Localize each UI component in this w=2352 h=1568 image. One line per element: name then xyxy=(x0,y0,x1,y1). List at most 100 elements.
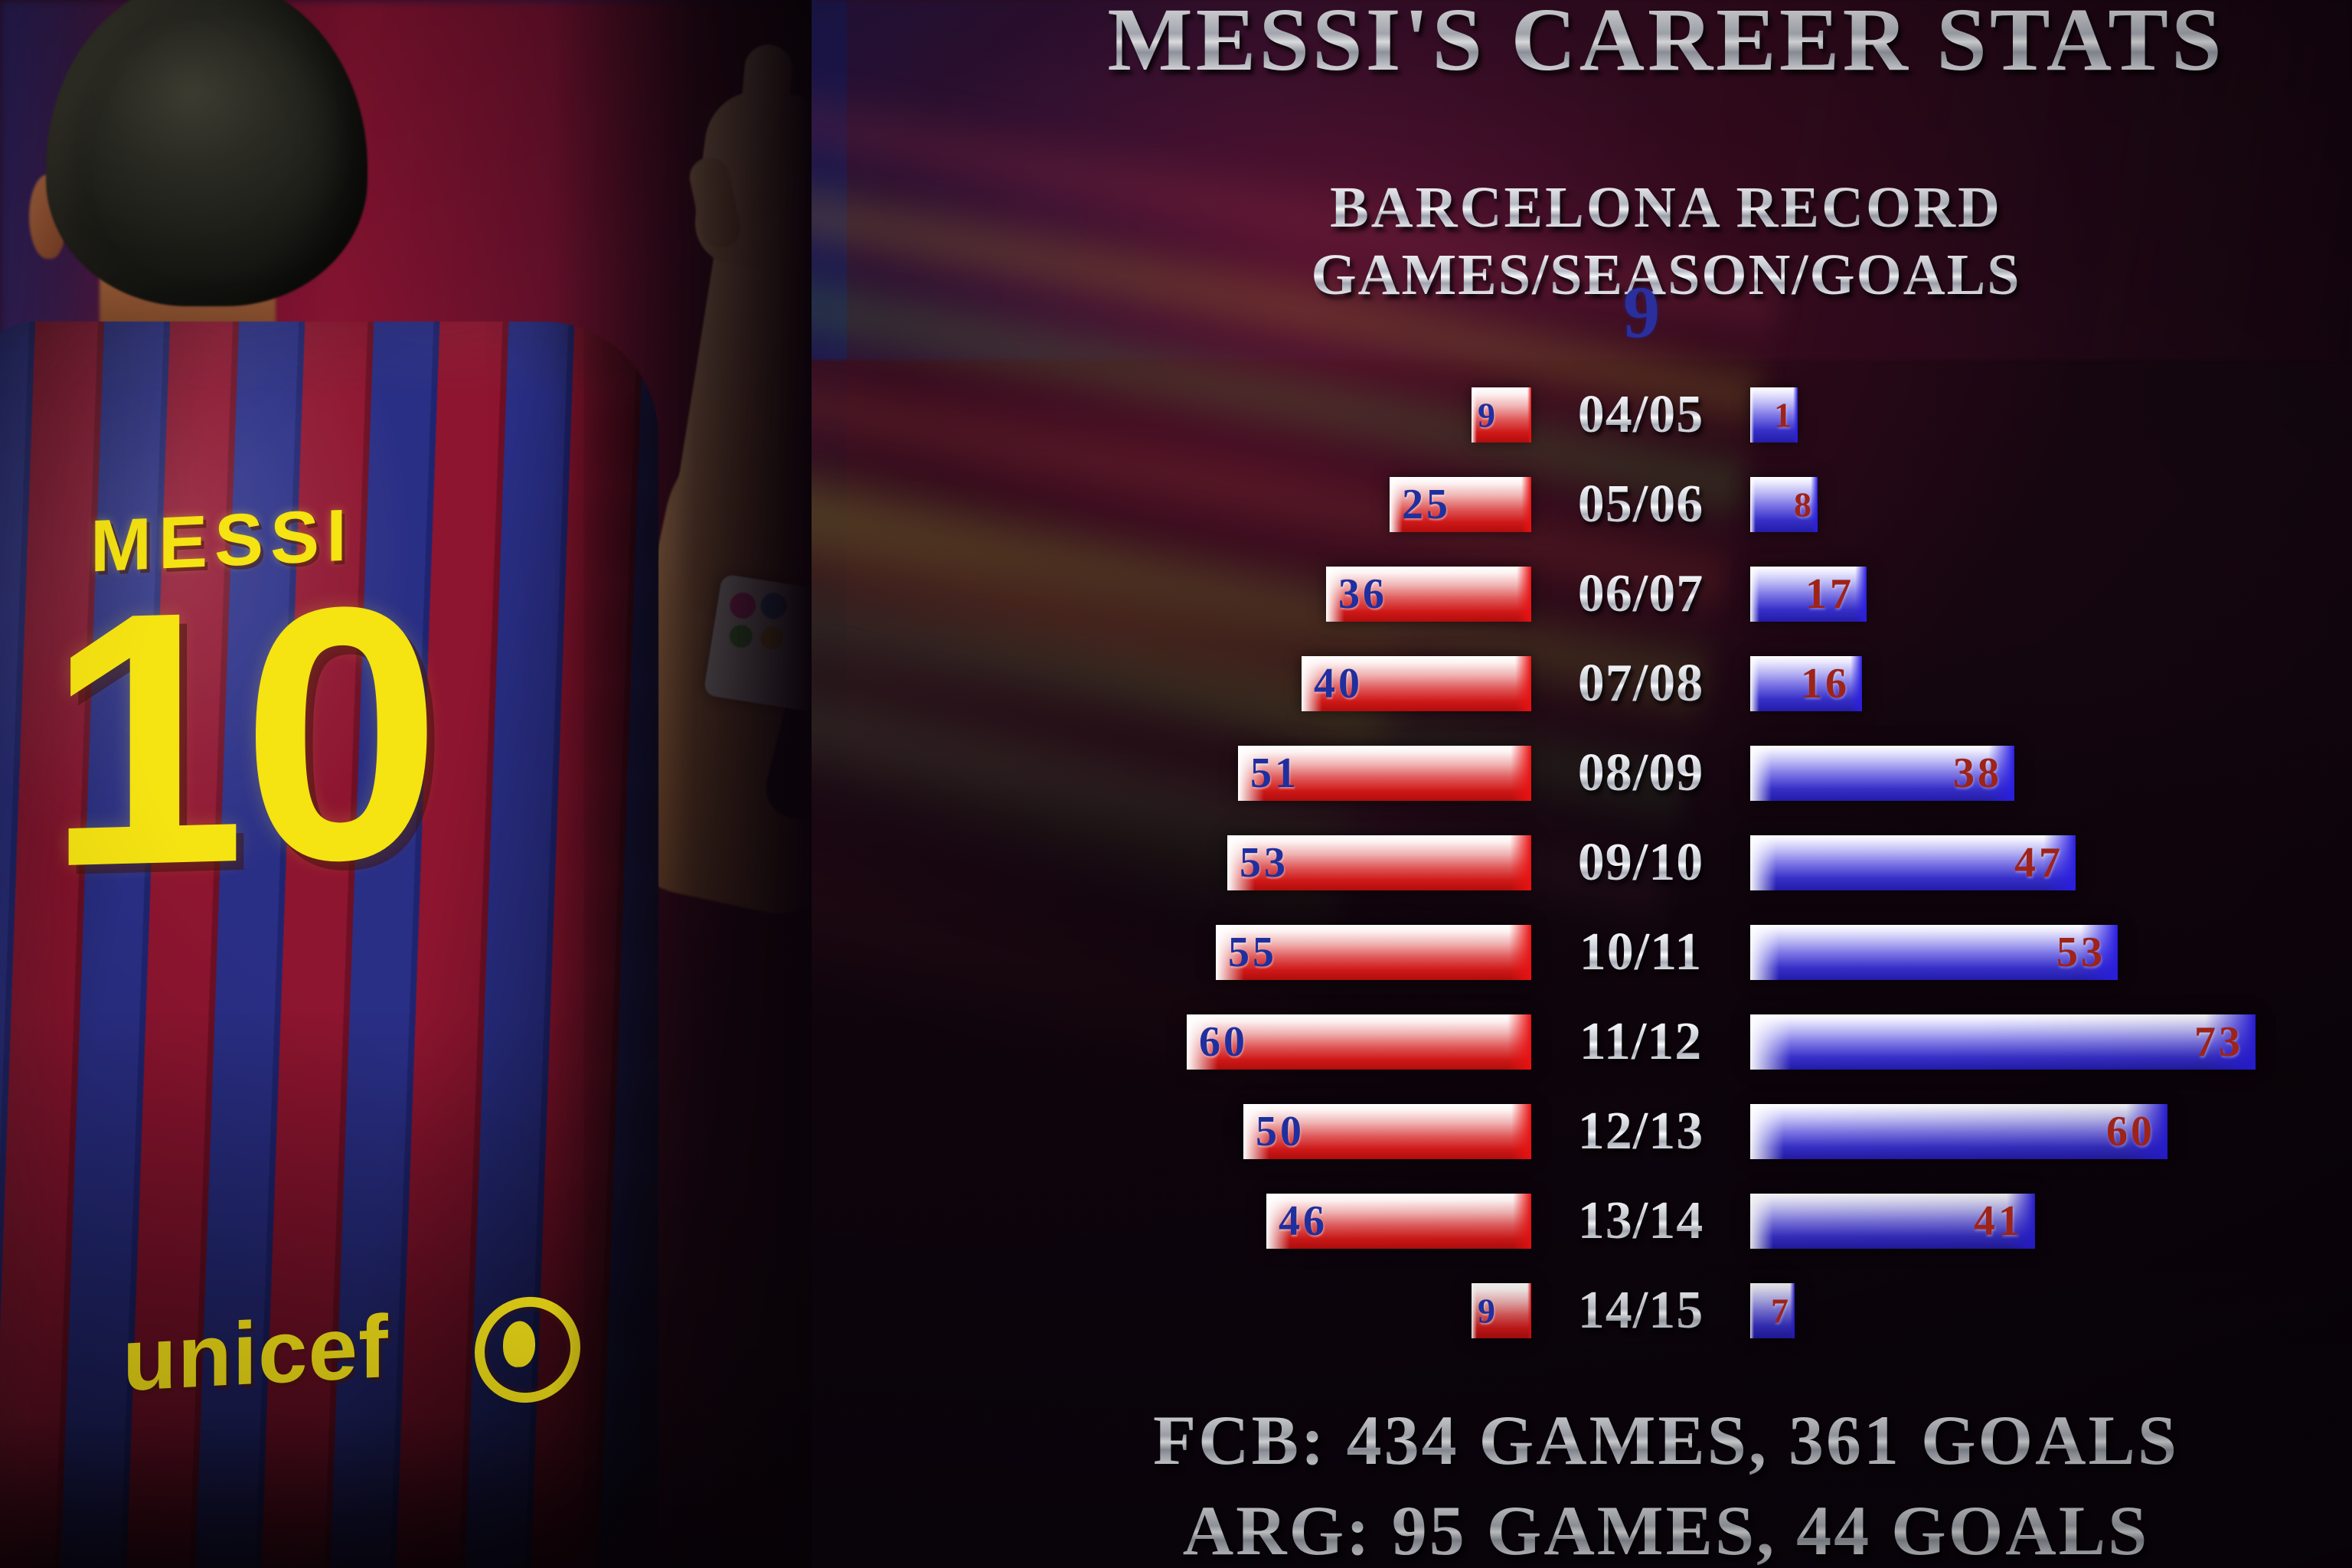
goals-value-label: 60 xyxy=(2106,1108,2155,1155)
games-bar-cell: 9 xyxy=(1072,383,1532,447)
games-value-label: 25 xyxy=(1402,481,1451,528)
games-value-label: 55 xyxy=(1228,929,1277,976)
page-title: MESSI'S CAREER STATS xyxy=(980,0,2352,92)
goals-value-label: 73 xyxy=(2194,1018,2243,1066)
goals-bar: 1 xyxy=(1750,387,1798,443)
goals-bar-cell: 41 xyxy=(1750,1189,2343,1253)
chart-row: 40 07/08 16 xyxy=(1072,652,2343,716)
goals-value-label: 16 xyxy=(1801,660,1850,707)
goals-bar: 73 xyxy=(1750,1014,2256,1070)
chart-row: 50 12/13 60 xyxy=(1072,1099,2343,1164)
footer-fcb-totals: FCB: 434 GAMES, 361 GOALS xyxy=(980,1400,2352,1481)
messi-photo: MESSI 10 unicef xyxy=(0,0,812,1568)
games-value-label: 60 xyxy=(1199,1018,1248,1066)
games-bar: 53 xyxy=(1227,835,1532,890)
goals-bar-cell: 16 xyxy=(1750,652,2343,716)
games-bar-cell: 51 xyxy=(1072,741,1531,805)
games-bar-cell: 50 xyxy=(1072,1099,1532,1164)
games-bar-cell: 46 xyxy=(1072,1189,1531,1253)
games-bar: 9 xyxy=(1472,387,1532,443)
games-bar-cell: 40 xyxy=(1072,652,1531,716)
games-bar: 55 xyxy=(1216,925,1532,980)
chart-row: 46 13/14 41 xyxy=(1072,1189,2343,1253)
games-bar: 25 xyxy=(1390,477,1531,532)
season-label: 13/14 xyxy=(1531,1191,1750,1252)
games-bar: 60 xyxy=(1187,1014,1531,1070)
games-bar-cell: 53 xyxy=(1072,831,1532,895)
season-bar-chart: 9 04/05 1 25 05/06 8 36 06/07 17 40 07/08 16 51 08/09… xyxy=(1072,383,2343,1370)
season-label: 04/05 xyxy=(1531,384,1750,446)
season-label: 14/15 xyxy=(1531,1280,1750,1341)
games-bar: 40 xyxy=(1302,656,1531,711)
games-bar-cell: 55 xyxy=(1072,920,1532,985)
games-bar-cell: 36 xyxy=(1072,562,1531,626)
goals-value-label: 38 xyxy=(1953,750,2002,797)
season-label: 08/09 xyxy=(1531,743,1750,804)
season-label: 06/07 xyxy=(1531,564,1750,625)
goals-bar: 8 xyxy=(1750,477,1818,532)
games-value-label: 36 xyxy=(1338,570,1387,618)
subtitle-line-2: GAMES/SEASON/GOALS xyxy=(980,242,2352,309)
chart-row: 36 06/07 17 xyxy=(1072,562,2343,626)
subtitle-line-1: BARCELONA RECORD xyxy=(980,175,2352,241)
photo-bottom-fade xyxy=(0,1415,812,1568)
chart-row: 60 11/12 73 xyxy=(1072,1010,2343,1074)
season-label: 09/10 xyxy=(1531,832,1750,893)
goals-bar-cell: 60 xyxy=(1750,1099,2343,1164)
goals-bar: 16 xyxy=(1750,656,1862,711)
unicef-sponsor-text: unicef xyxy=(122,1295,389,1410)
goals-bar: 17 xyxy=(1750,567,1867,622)
chart-row: 25 05/06 8 xyxy=(1072,472,2343,537)
goals-bar-cell: 17 xyxy=(1750,562,2343,626)
season-label: 10/11 xyxy=(1531,922,1750,983)
games-value-label: 50 xyxy=(1256,1108,1305,1155)
games-bar: 46 xyxy=(1266,1194,1531,1249)
games-value-label: 9 xyxy=(1478,395,1495,435)
chart-row: 51 08/09 38 xyxy=(1072,741,2343,805)
footer-arg-totals: ARG: 95 GAMES, 44 GOALS xyxy=(980,1490,2352,1568)
games-bar-cell: 60 xyxy=(1072,1010,1531,1074)
goals-value-label: 7 xyxy=(1771,1291,1788,1331)
goals-bar-cell: 47 xyxy=(1750,831,2343,895)
hair xyxy=(46,0,368,306)
season-label: 07/08 xyxy=(1531,653,1750,714)
goals-bar: 41 xyxy=(1750,1194,2035,1249)
goals-bar: 38 xyxy=(1750,746,2014,801)
goals-value-label: 1 xyxy=(1774,395,1792,435)
goals-bar: 7 xyxy=(1750,1283,1795,1338)
goals-bar-cell: 38 xyxy=(1750,741,2343,805)
goals-value-label: 41 xyxy=(1974,1197,2023,1245)
goals-bar: 53 xyxy=(1750,925,2118,980)
games-value-label: 51 xyxy=(1250,750,1299,797)
chart-row: 53 09/10 47 xyxy=(1072,831,2343,895)
games-value-label: 53 xyxy=(1240,839,1289,887)
season-label: 12/13 xyxy=(1531,1101,1750,1162)
chart-row: 55 10/11 53 xyxy=(1072,920,2343,985)
games-value-label: 46 xyxy=(1279,1197,1328,1245)
jersey-number-text: 10 xyxy=(46,530,437,942)
photo-right-fade xyxy=(551,0,812,1568)
chart-row: 9 14/15 7 xyxy=(1072,1279,2343,1343)
games-bar: 51 xyxy=(1238,746,1531,801)
goals-bar: 60 xyxy=(1750,1104,2167,1159)
games-bar: 36 xyxy=(1326,567,1531,622)
games-bar-cell: 9 xyxy=(1072,1279,1532,1343)
games-value-label: 40 xyxy=(1314,660,1363,707)
goals-value-label: 53 xyxy=(2056,929,2105,976)
season-label: 11/12 xyxy=(1531,1011,1750,1073)
goals-value-label: 17 xyxy=(1805,570,1854,618)
games-value-label: 9 xyxy=(1478,1291,1495,1331)
games-bar: 50 xyxy=(1243,1104,1532,1159)
chart-row: 9 04/05 1 xyxy=(1072,383,2343,447)
goals-bar: 47 xyxy=(1750,835,2076,890)
goals-value-label: 47 xyxy=(2014,839,2063,887)
goals-bar-cell: 1 xyxy=(1750,383,2343,447)
goals-bar-cell: 73 xyxy=(1750,1010,2343,1074)
games-bar-cell: 25 xyxy=(1072,472,1531,537)
stray-nine-artifact: 9 xyxy=(1623,271,1660,353)
goals-value-label: 8 xyxy=(1794,485,1811,524)
goals-bar-cell: 53 xyxy=(1750,920,2343,985)
season-label: 05/06 xyxy=(1531,474,1750,535)
goals-bar-cell: 7 xyxy=(1750,1279,2343,1343)
